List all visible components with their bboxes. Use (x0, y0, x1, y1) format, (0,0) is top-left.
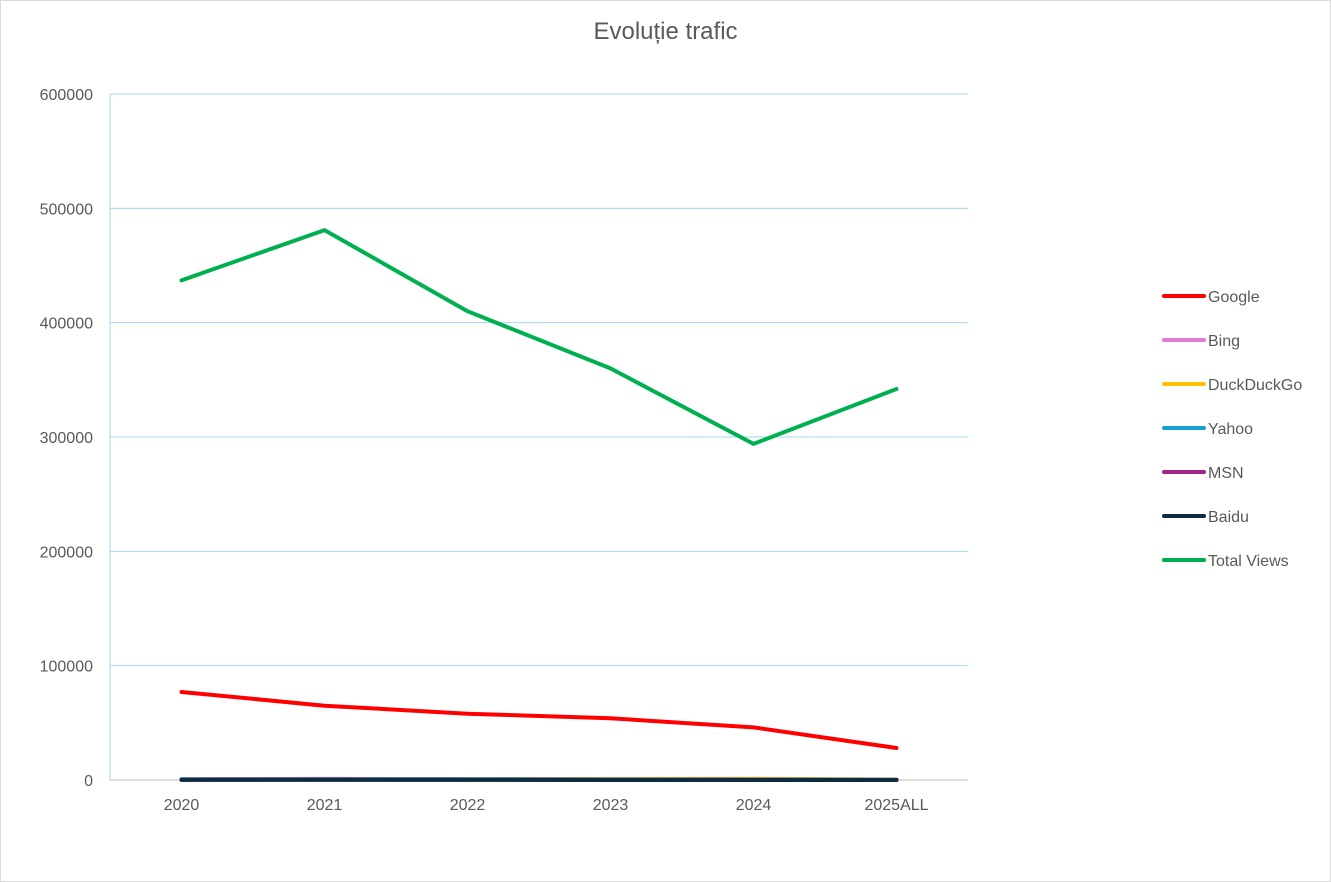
y-tick-label-100000: 100000 (40, 659, 93, 676)
chart-title: Evoluție trafic (593, 18, 738, 45)
x-tick-label-2024: 2024 (736, 797, 772, 814)
y-tick-label-0: 0 (84, 773, 93, 790)
y-tick-label-300000: 300000 (40, 430, 93, 447)
x-tick-label-2022: 2022 (450, 797, 486, 814)
x-tick-label-2021: 2021 (307, 797, 343, 814)
legend-label-google: Google (1208, 289, 1260, 306)
x-tick-label-2023: 2023 (593, 797, 629, 814)
x-tick-label-2025ALL: 2025ALL (864, 797, 928, 814)
legend-label-baidu: Baidu (1208, 509, 1249, 526)
legend-label-msn: MSN (1208, 465, 1244, 482)
x-tick-label-2020: 2020 (164, 797, 200, 814)
legend-label-yahoo: Yahoo (1208, 421, 1253, 438)
legend-label-total-views: Total Views (1208, 553, 1289, 570)
legend-label-bing: Bing (1208, 333, 1240, 350)
y-tick-label-600000: 600000 (40, 87, 93, 104)
legend-label-duckduckgo: DuckDuckGo (1208, 377, 1302, 394)
y-tick-label-400000: 400000 (40, 316, 93, 333)
y-tick-label-200000: 200000 (40, 544, 93, 561)
y-tick-label-500000: 500000 (40, 201, 93, 218)
series-line-total-views (179, 228, 899, 446)
series-line-google (179, 690, 899, 750)
